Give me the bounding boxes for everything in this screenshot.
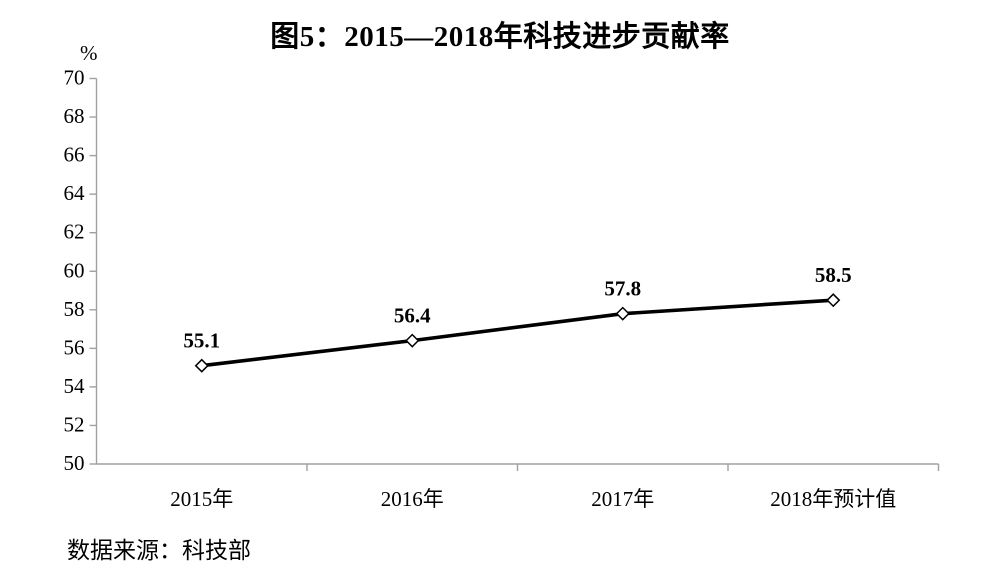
data-point-label: 56.4 [394,304,431,328]
y-tick-label: 70 [64,66,85,90]
data-point-label: 55.1 [183,329,220,353]
data-point-label: 57.8 [604,277,641,301]
y-tick-label: 56 [64,335,85,359]
data-point-marker [826,293,841,308]
data-source-note: 数据来源：科技部 [67,537,251,563]
y-tick-label: 64 [64,181,86,205]
y-tick-label: 54 [64,374,86,398]
y-tick-label: 58 [64,297,85,321]
y-tick-label: 52 [64,412,85,436]
data-point-marker [194,358,209,373]
x-tick-label: 2015年 [170,487,233,511]
data-point-marker [405,333,420,348]
y-tick-label: 66 [64,143,85,167]
y-tick-label: 50 [64,451,85,475]
chart-title: 图5：2015—2018年科技进步贡献率 [270,21,730,53]
series-line [201,298,834,368]
x-tick-label: 2018年预计值 [770,487,896,511]
data-point-marker [615,306,630,321]
data-point-label: 58.5 [815,263,852,287]
y-tick-label: 60 [64,258,85,282]
y-axis-unit-label: % [80,41,98,65]
x-tick-label: 2017年 [591,487,654,511]
y-tick-label: 68 [64,104,85,128]
x-tick-label: 2016年 [381,487,444,511]
y-tick-label: 62 [64,220,85,244]
